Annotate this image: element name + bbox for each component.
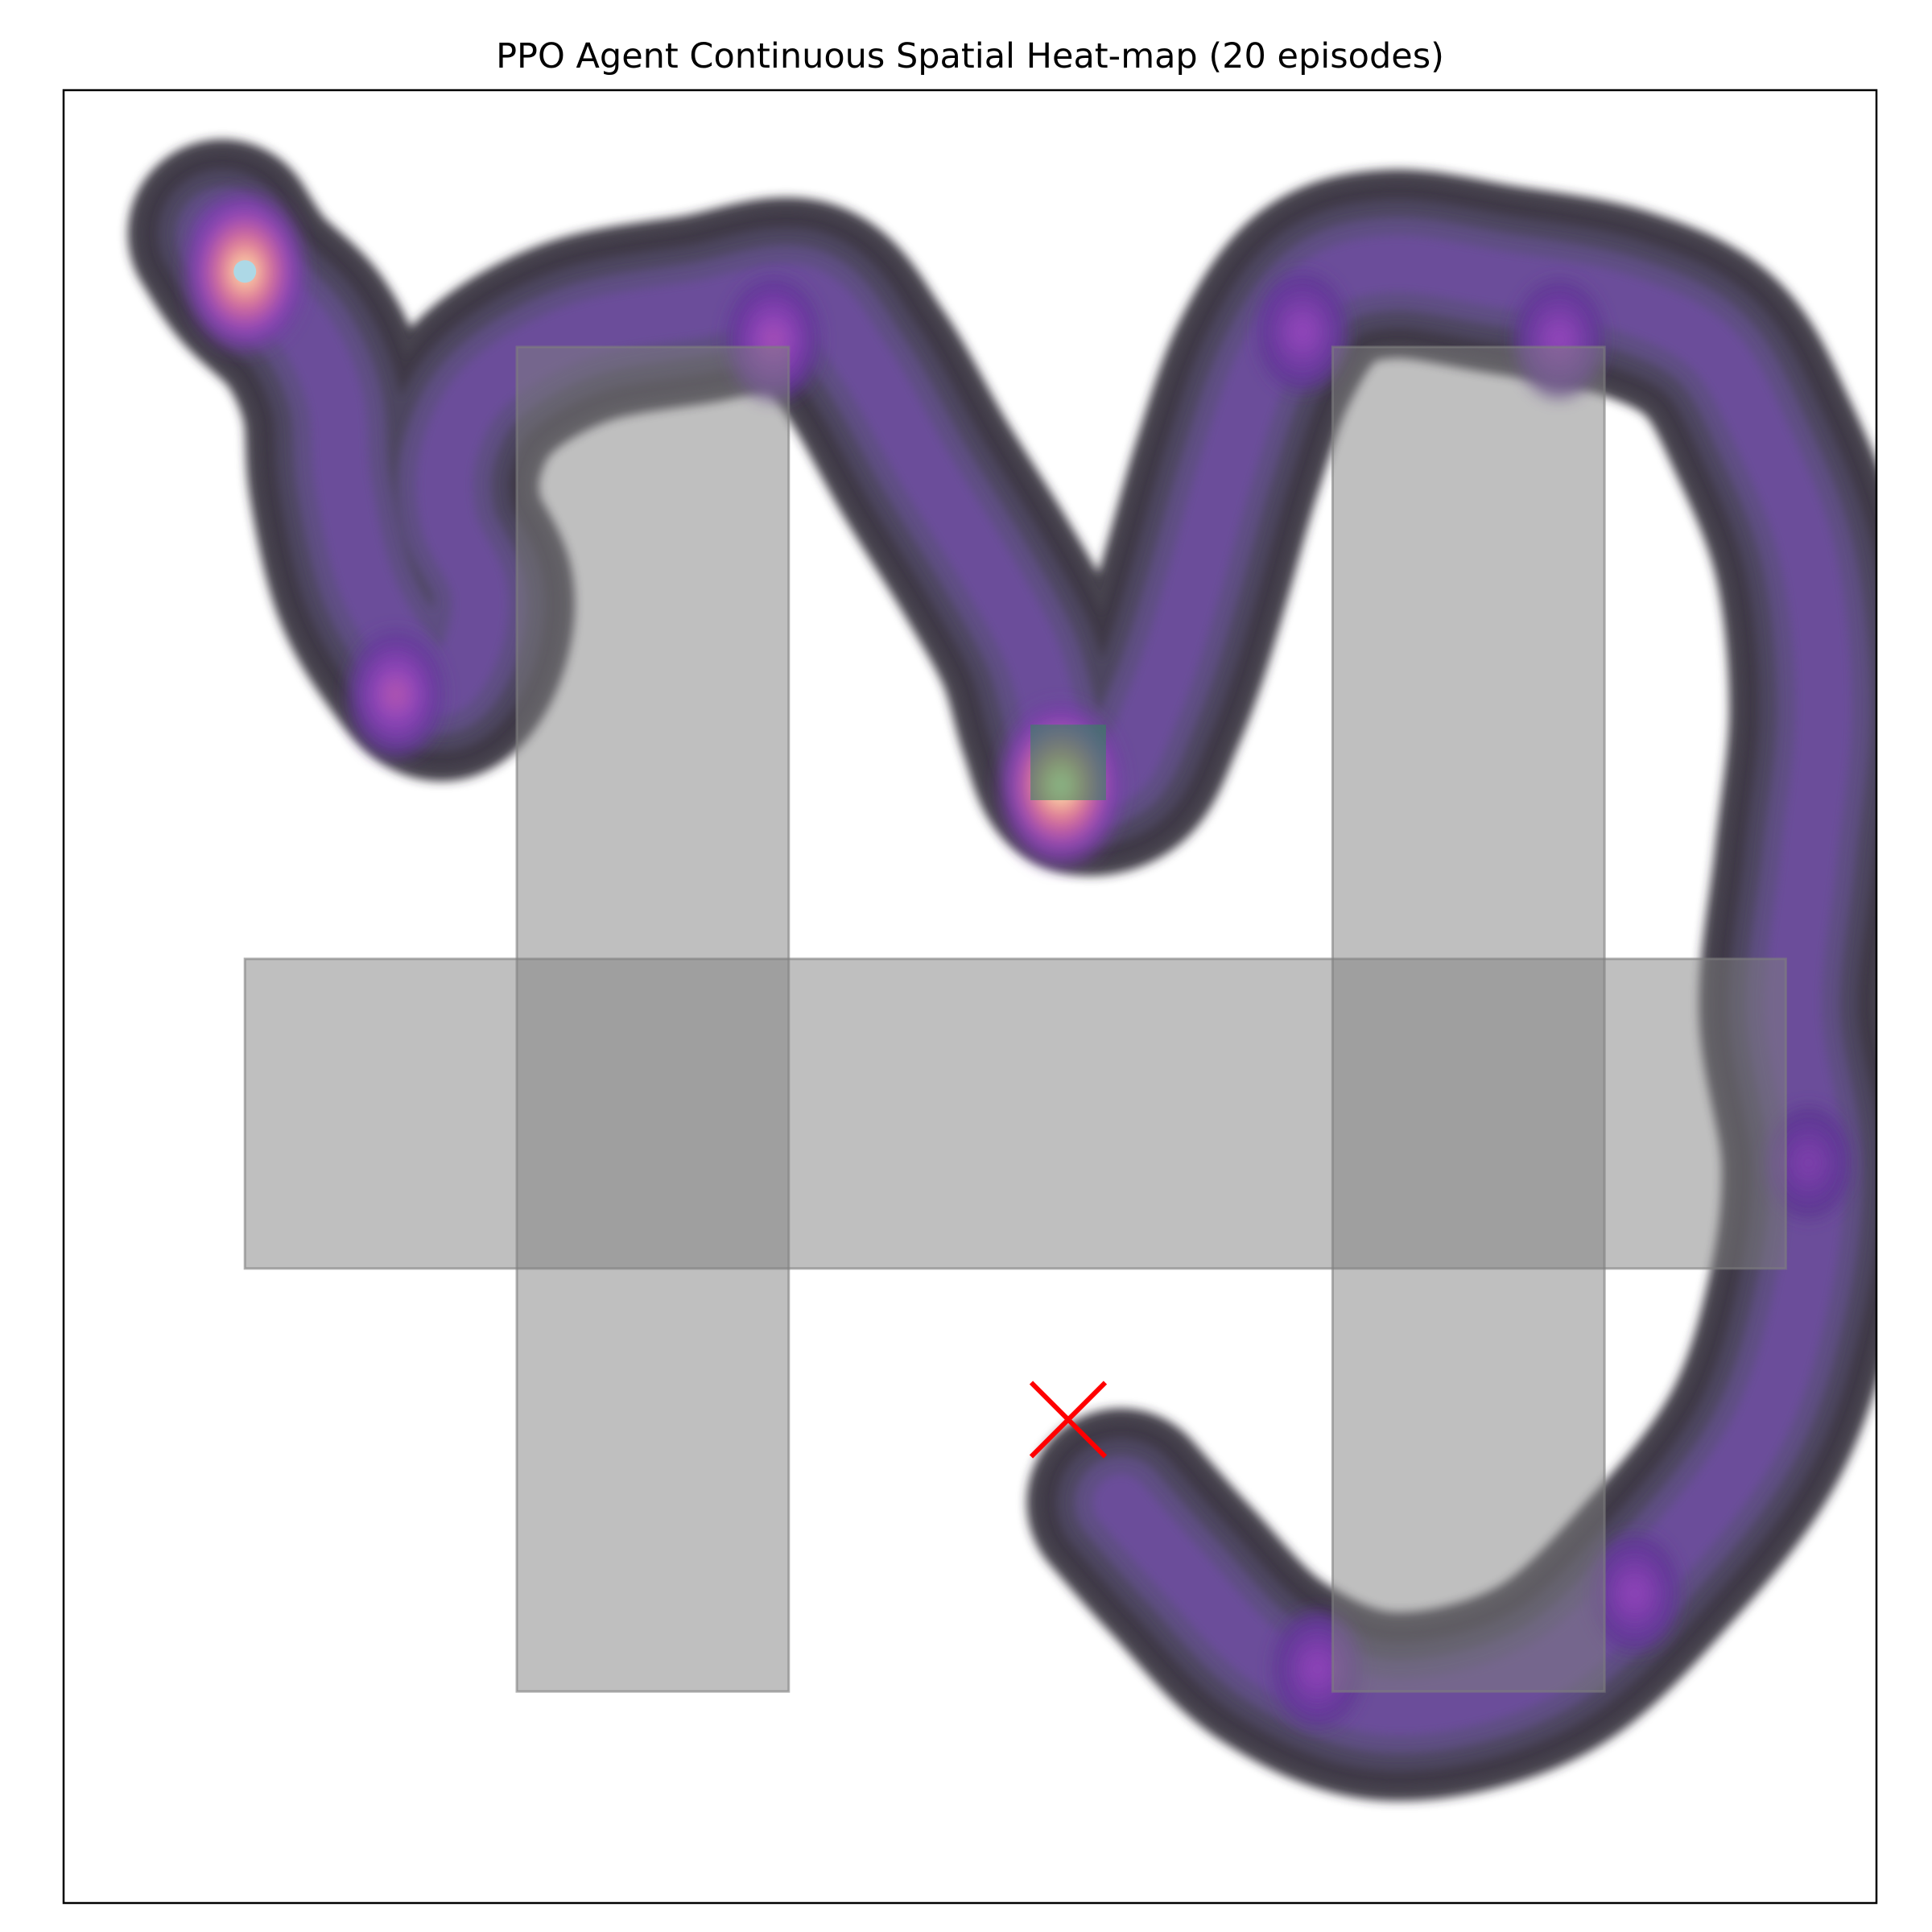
marker-layer [233, 260, 1108, 1459]
density-hotspot [348, 631, 444, 758]
plot-frame [62, 89, 1878, 1905]
obstacle-3 [1331, 345, 1606, 1693]
obstacle-layer [243, 345, 1787, 1693]
density-hotspot [1258, 273, 1347, 391]
density-hotspot [1766, 1107, 1851, 1219]
plot-area [127, 139, 1876, 1802]
density-hotspot [1591, 1534, 1678, 1652]
density-band-5 [193, 204, 1852, 1736]
start-marker [233, 260, 257, 283]
highlight-cell [1030, 724, 1106, 800]
chart-title: PPO Agent Continuous Spatial Heat-map (2… [496, 36, 1444, 76]
goal-marker [1029, 1381, 1108, 1459]
